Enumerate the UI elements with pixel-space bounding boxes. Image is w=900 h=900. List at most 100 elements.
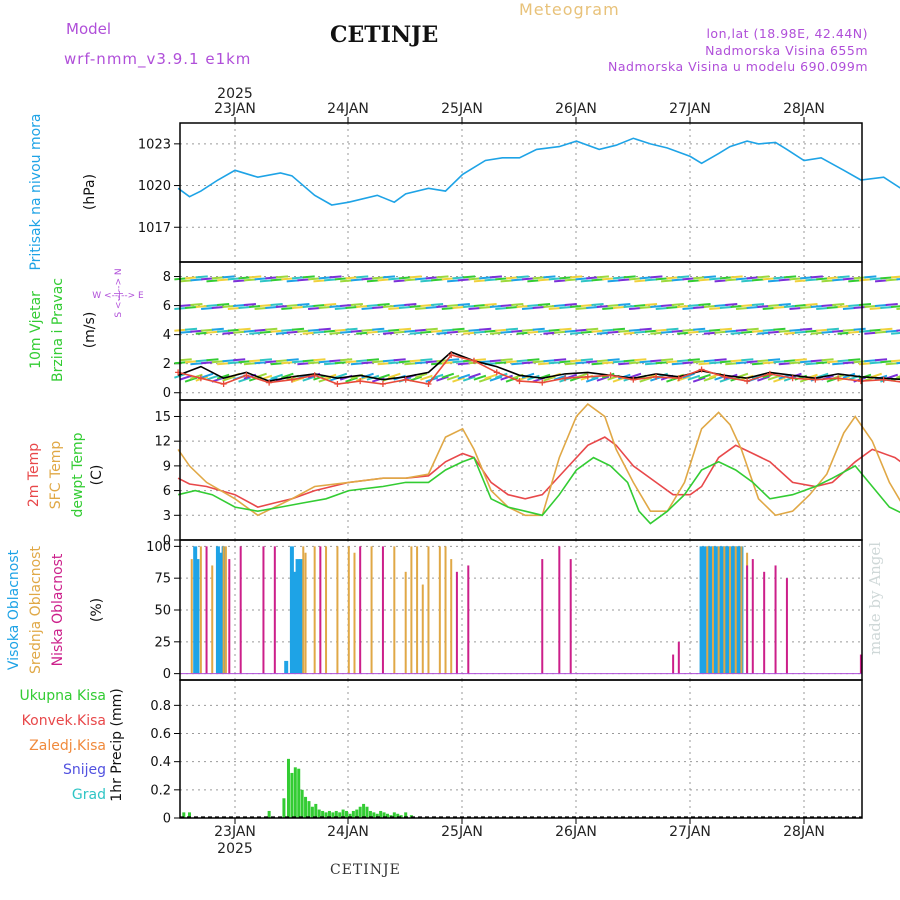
wind-barb	[575, 307, 588, 311]
gust-marker	[880, 376, 887, 383]
cloud-bar	[734, 546, 737, 674]
wind-barb	[548, 277, 561, 281]
wind-barb	[719, 276, 733, 280]
cloud-bar	[763, 571, 766, 674]
wind-barb	[446, 374, 460, 381]
cloud-bar	[381, 546, 384, 674]
wind-barb	[559, 327, 572, 331]
sfctemp-axis-label: SFC Temp	[48, 441, 64, 510]
y-tick-label: 4	[163, 328, 171, 343]
cloud-bar	[295, 559, 300, 674]
gust-marker	[516, 378, 523, 385]
wind-barb	[308, 328, 321, 332]
wind-barb	[677, 359, 690, 363]
wind-barb	[521, 277, 535, 281]
wind-barb	[468, 307, 481, 311]
wind-barb	[350, 329, 363, 333]
wind-barb	[356, 275, 369, 279]
wind-barb	[564, 278, 577, 282]
wind-barb	[345, 327, 358, 331]
wind-barb	[505, 276, 519, 280]
wind-barb	[687, 279, 700, 283]
wind-barb	[751, 362, 765, 366]
wind-barb	[591, 303, 604, 307]
wind-barb	[404, 329, 417, 333]
wind-barb	[425, 327, 438, 331]
wind-barb	[591, 362, 604, 366]
wind-barb	[548, 307, 561, 311]
wind-barb	[553, 374, 567, 381]
wind-barb	[206, 330, 219, 334]
wind-barb	[265, 327, 278, 331]
wind-barb	[741, 279, 754, 283]
wind-barb	[767, 358, 781, 362]
cloud-bar	[347, 546, 350, 674]
wind-barb	[885, 362, 898, 366]
wind-barb	[703, 331, 716, 335]
wind-barb	[511, 329, 524, 333]
wind-barb	[259, 330, 273, 334]
cloud-bar	[289, 546, 294, 674]
wind-barb	[227, 307, 240, 311]
wind-barb	[746, 327, 759, 331]
wind-barb	[891, 359, 900, 363]
gust-marker	[357, 378, 364, 385]
wind-barb	[757, 275, 770, 279]
wind-barb	[297, 303, 310, 307]
wind-barb	[355, 375, 369, 382]
wind-barb	[591, 278, 604, 282]
wind-barb	[537, 329, 551, 333]
precip-bar	[341, 809, 345, 818]
wind-barb	[441, 328, 454, 332]
wind-barb	[206, 279, 219, 283]
wind-barb	[757, 331, 770, 335]
gust-marker	[243, 372, 250, 379]
wind-barb	[773, 360, 786, 364]
wind-barb	[661, 279, 674, 283]
x-day-label-top: 24JAN	[327, 101, 369, 117]
wind-barb	[249, 275, 262, 279]
cloud-bar	[336, 546, 339, 674]
wind-barb	[313, 279, 326, 283]
wind-barb	[559, 306, 572, 310]
wind-barb	[350, 278, 363, 282]
pressure-unit: (hPa)	[82, 174, 98, 210]
wind-barb	[420, 374, 433, 381]
wind-barb	[671, 278, 684, 282]
wind-barb	[618, 278, 631, 282]
wind-barb	[500, 304, 513, 308]
precip-legend-item: Ukupna Kisa	[19, 688, 106, 704]
wind-barb	[441, 277, 454, 281]
wind-barb	[639, 276, 652, 280]
precip-bar	[293, 767, 297, 818]
wind-barb	[372, 276, 385, 280]
wind-barb	[570, 305, 583, 309]
wind-barb	[864, 275, 877, 279]
precip-legend-item: Konvek.Kisa	[22, 713, 106, 729]
wind-barb	[238, 327, 251, 331]
cloud-bar	[393, 546, 396, 674]
wind-barb	[420, 279, 433, 283]
precip-legend-item: Zaledj.Kisa	[29, 738, 106, 754]
wind-barb	[382, 305, 396, 309]
gust-marker	[379, 381, 386, 388]
wind-barb	[521, 361, 535, 365]
wind-barb	[687, 358, 700, 362]
wind-barb	[864, 359, 877, 363]
wind-barb	[297, 362, 310, 366]
wind-barb	[826, 306, 839, 310]
wind-barb	[200, 372, 214, 379]
wind-barb	[858, 362, 872, 366]
wind-barb	[238, 276, 251, 280]
precip-bar	[304, 796, 308, 818]
cloud-bar	[299, 559, 304, 674]
wind-barb	[377, 278, 390, 282]
gust-marker	[266, 379, 273, 386]
wind-barb	[431, 278, 444, 282]
cloud-bar	[416, 546, 419, 674]
wind-barb	[463, 331, 476, 335]
wind-barb	[511, 278, 524, 282]
wind-barb	[661, 358, 674, 362]
wind-barb	[778, 303, 791, 307]
wind-barb	[661, 330, 674, 334]
